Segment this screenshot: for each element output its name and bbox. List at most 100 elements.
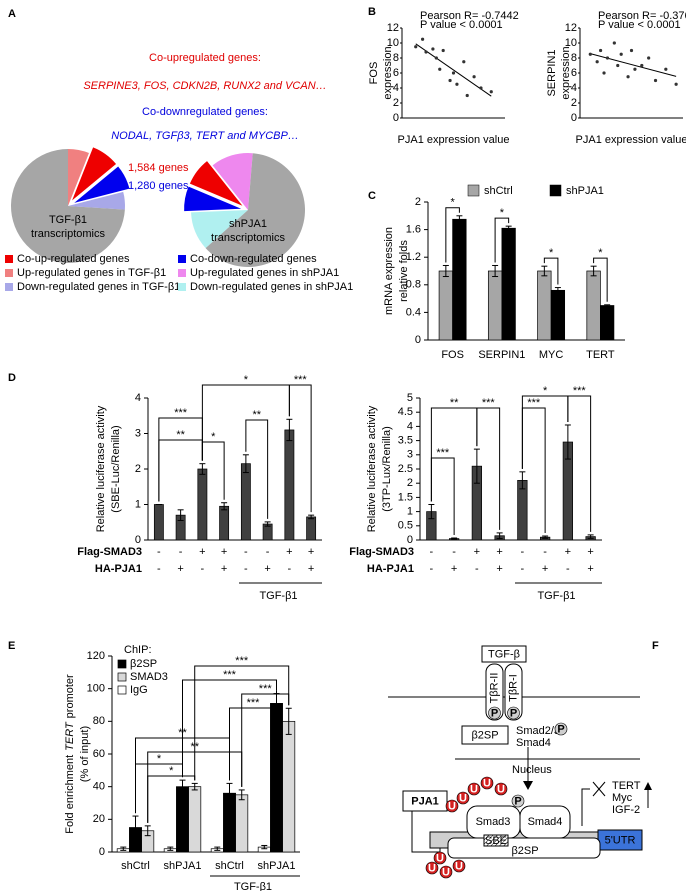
y-tick-label: 10 xyxy=(565,37,577,49)
ubiquitin-badge: U xyxy=(452,859,466,872)
bracket-line xyxy=(494,217,510,263)
bar xyxy=(550,289,566,341)
bar xyxy=(219,505,230,541)
sign: + xyxy=(264,563,270,575)
b2sp-label: β2SP xyxy=(471,729,498,741)
y-tick-label: 0 xyxy=(571,112,577,124)
legend-swatch xyxy=(5,269,13,277)
pie-slice xyxy=(68,191,125,210)
badge-circle xyxy=(494,782,508,796)
error-bar xyxy=(451,537,458,540)
badge-circle xyxy=(480,776,494,790)
panel-label: B xyxy=(368,6,376,18)
panel-label: F xyxy=(652,640,659,652)
point xyxy=(489,90,493,94)
badge-circle xyxy=(456,791,470,805)
legend-label: Co-up-regulated genes xyxy=(17,253,130,265)
significance-label: * xyxy=(549,247,554,259)
point xyxy=(414,45,418,49)
bar xyxy=(452,218,467,341)
legend-label: Down-regulated genes in TGF-β1 xyxy=(17,281,180,293)
y-tick-label: 2 xyxy=(135,463,141,475)
sign: + xyxy=(199,546,205,558)
panel-label: A xyxy=(8,8,16,20)
target-gene: TERT xyxy=(612,780,641,792)
point xyxy=(448,78,452,83)
pie-label: transcriptomics xyxy=(211,232,285,244)
significance-bracket xyxy=(158,439,203,502)
legend-label: Down-regulated genes in shPJA1 xyxy=(190,281,353,293)
significance-label: *** xyxy=(527,397,541,409)
ubiquitin-badge: U xyxy=(439,865,453,878)
legend-label: Up-regulated genes in shPJA1 xyxy=(190,267,339,279)
smad3-label: Smad3 xyxy=(476,816,511,828)
error-bar xyxy=(120,846,127,851)
significance-label: * xyxy=(543,385,548,397)
y-tick-label: 0 xyxy=(415,334,421,346)
sign: - xyxy=(157,563,161,575)
error-bar xyxy=(191,782,198,791)
trend-line xyxy=(590,53,677,77)
receptor xyxy=(504,663,523,721)
error-bar xyxy=(428,504,435,520)
point xyxy=(653,78,658,83)
point xyxy=(441,48,445,53)
phospho-badge: P xyxy=(511,794,525,807)
legend-label: Up-regulated genes in TGF-β1 xyxy=(17,267,166,279)
y-tick-label: 3 xyxy=(407,449,413,461)
y-tick-label: 2 xyxy=(571,97,577,109)
bar xyxy=(487,270,503,341)
y-axis-label-part: TERT xyxy=(64,721,76,751)
inhibition xyxy=(411,811,440,853)
y-axis-label: (SBE-Luc/Renilla) xyxy=(110,425,122,512)
error-bar xyxy=(132,815,139,840)
nucleus-label: Nucleus xyxy=(512,764,552,776)
point xyxy=(619,52,623,56)
error-bar xyxy=(167,846,174,851)
error-bar xyxy=(541,265,548,277)
error-bar xyxy=(238,789,245,801)
arrow-head xyxy=(644,782,652,790)
y-tick-label: 0 xyxy=(135,534,141,546)
bar xyxy=(270,703,283,853)
y-tick-label: 100 xyxy=(87,683,105,695)
badge-label: U xyxy=(455,860,463,872)
point xyxy=(664,67,668,71)
significance-label: * xyxy=(244,374,249,386)
y-tick-label: 1 xyxy=(135,498,141,510)
error-bar xyxy=(496,532,503,540)
stat-annotation: P value < 0.0001 xyxy=(420,19,503,31)
significance-bracket xyxy=(135,763,183,814)
ubiquitin-badge: U xyxy=(467,782,481,795)
point xyxy=(633,67,637,71)
y-tick-label: 6 xyxy=(571,67,577,79)
legend-label: Co-down-regulated genes xyxy=(190,253,317,265)
ligand-label: TGF-β xyxy=(488,648,520,660)
significance-bracket xyxy=(288,384,312,513)
bracket-line xyxy=(158,439,203,502)
sign: + xyxy=(474,546,480,558)
y-tick-label: 60 xyxy=(93,748,105,760)
error-bar xyxy=(261,844,268,850)
significance-bracket xyxy=(201,441,225,500)
ubiquitin-badge: U xyxy=(433,851,447,864)
stat-annotation: Pearson R= -0.7442 xyxy=(420,10,519,22)
pie-label: TGF-β1 xyxy=(49,214,87,226)
group-label: TGF-β1 xyxy=(537,590,575,602)
bar xyxy=(284,429,295,541)
point xyxy=(616,63,620,68)
bar xyxy=(240,463,251,541)
smad-label: Smad2/3 xyxy=(516,725,560,737)
y-tick-label: 12 xyxy=(565,22,577,34)
point xyxy=(438,67,442,71)
point xyxy=(421,37,425,41)
error-bar xyxy=(308,514,315,520)
pie-label: transcriptomics xyxy=(31,228,105,240)
y-tick-label: 1 xyxy=(407,506,413,518)
y-tick-label: 1.5 xyxy=(398,491,413,503)
sbe-label: SBE xyxy=(485,835,507,847)
ubiquitin-badge: U xyxy=(494,782,508,796)
point xyxy=(674,82,678,86)
point xyxy=(434,56,438,60)
